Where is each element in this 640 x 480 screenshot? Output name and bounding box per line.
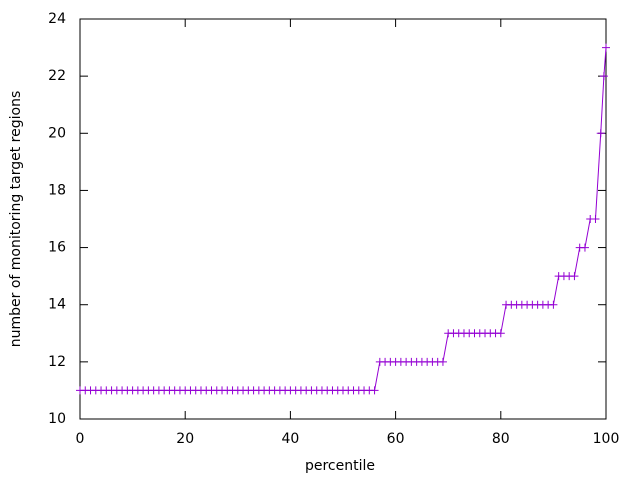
point-marker bbox=[596, 129, 605, 138]
y-tick-label: 16 bbox=[48, 240, 66, 256]
y-tick-label: 22 bbox=[48, 68, 66, 84]
x-axis-label: percentile bbox=[305, 458, 375, 474]
x-tick-label: 20 bbox=[176, 431, 194, 447]
x-tick-label: 40 bbox=[281, 431, 299, 447]
point-marker bbox=[580, 243, 589, 252]
x-tick-label: 60 bbox=[387, 431, 405, 447]
y-tick-label: 14 bbox=[48, 297, 66, 313]
point-marker bbox=[370, 386, 379, 395]
point-marker bbox=[570, 272, 579, 281]
data-line bbox=[80, 47, 607, 391]
y-tick-label: 18 bbox=[48, 182, 66, 198]
x-tick-label: 100 bbox=[593, 431, 620, 447]
point-marker bbox=[591, 215, 600, 223]
point-marker bbox=[602, 43, 610, 52]
x-tick-label: 80 bbox=[492, 431, 510, 447]
y-tick-label: 12 bbox=[48, 354, 66, 370]
point-marker bbox=[438, 357, 447, 366]
y-tick-label: 20 bbox=[48, 125, 66, 141]
y-tick-label: 24 bbox=[48, 11, 66, 27]
y-axis-label: number of monitoring target regions bbox=[8, 91, 24, 348]
point-marker bbox=[599, 72, 608, 81]
point-marker bbox=[496, 329, 505, 338]
x-tick-label: 0 bbox=[76, 431, 85, 447]
y-tick-label: 10 bbox=[48, 411, 66, 427]
plot-frame bbox=[79, 18, 607, 420]
point-marker bbox=[549, 300, 558, 309]
